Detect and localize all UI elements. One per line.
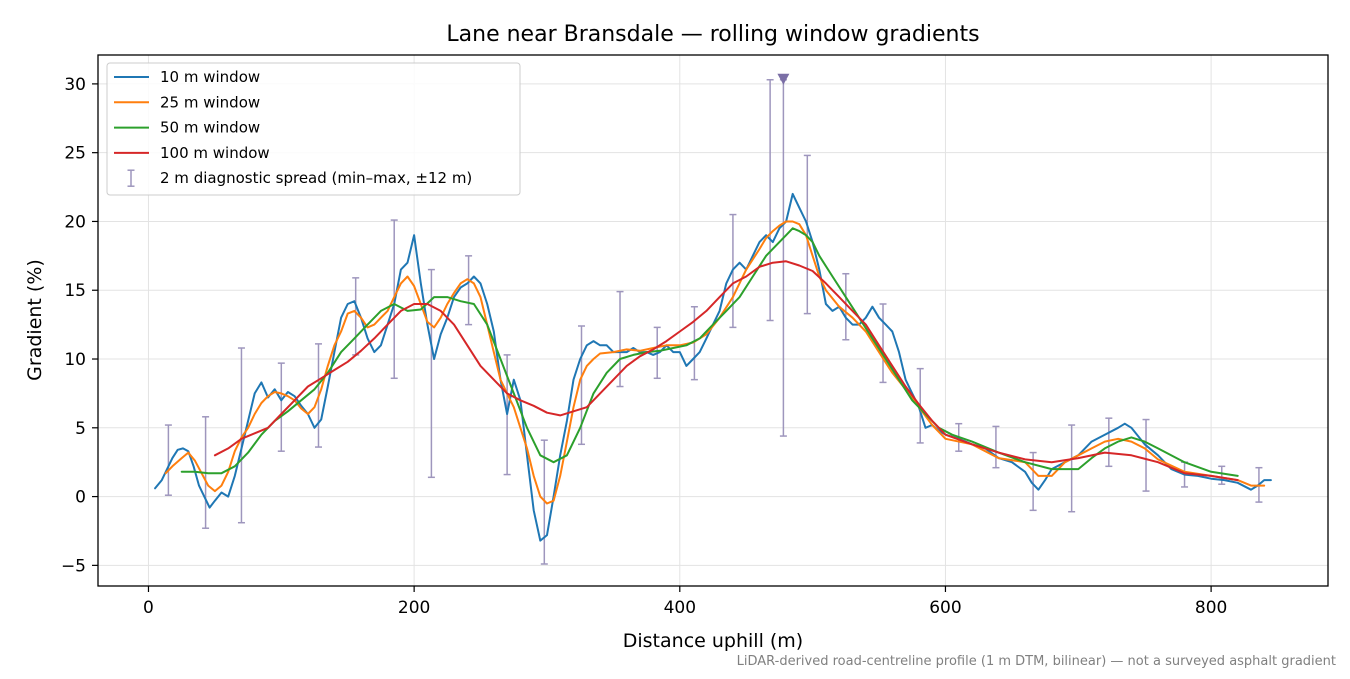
- y-tick-label: 10: [64, 350, 86, 370]
- x-tick-label: 400: [664, 598, 696, 618]
- diagnostic-spread-bar: [164, 424, 172, 496]
- legend-entry: 100 m window: [114, 144, 270, 162]
- grid-lines: [98, 55, 1328, 586]
- legend: 10 m window 25 m window 50 m window 100 m w…: [106, 62, 521, 196]
- diagnostic-spread-bar: [427, 268, 435, 479]
- y-tick-label: 0: [75, 488, 86, 508]
- diagnostic-spread-bar: [1142, 418, 1150, 492]
- y-tick-label: 15: [64, 281, 86, 301]
- diagnostic-spread-bar: [1105, 417, 1113, 468]
- diagnostic-spread-bar: [1029, 451, 1037, 512]
- peak-marker-layer: [777, 73, 790, 85]
- diagnostic-spread-bar: [465, 255, 473, 326]
- diagnostic-spread-bar: [842, 272, 850, 341]
- legend-label: 25 m window: [160, 93, 260, 111]
- series-line-4: [213, 260, 1239, 482]
- y-tick-label: −5: [61, 556, 86, 576]
- x-tick-label: 800: [1195, 598, 1227, 618]
- diagnostic-spread-bar: [992, 425, 1000, 469]
- plot-frame: [97, 54, 1329, 587]
- series-line-3: [180, 227, 1239, 477]
- legend-entry: 10 m window: [114, 68, 260, 86]
- y-axis-ticks: −5 0 5 10 15 20 25 30: [61, 75, 98, 576]
- legend-label: 50 m window: [160, 119, 260, 137]
- legend-label: 10 m window: [160, 68, 260, 86]
- diagnostic-spread-bar: [879, 303, 887, 384]
- series-lines: [154, 192, 1272, 542]
- legend-box: [106, 62, 521, 196]
- y-tick-label: 20: [64, 212, 86, 232]
- y-axis-label: Gradient (%): [24, 259, 46, 381]
- peak-marker: [777, 73, 790, 85]
- y-tick-label: 5: [75, 419, 86, 439]
- x-axis-label: Distance uphill (m): [623, 630, 803, 652]
- x-tick-label: 200: [398, 598, 430, 618]
- diagnostic-spread-bar: [690, 305, 698, 381]
- diagnostic-spread-bar: [616, 290, 624, 388]
- x-tick-label: 600: [929, 598, 961, 618]
- legend-label: 100 m window: [160, 144, 270, 162]
- y-tick-label: 30: [64, 75, 86, 95]
- x-tick-label: 0: [143, 598, 154, 618]
- diagnostic-spread-bar: [237, 347, 245, 524]
- diagnostic-spread-bar: [277, 362, 285, 452]
- diagnostic-error-bars: [164, 79, 1263, 565]
- legend-entry: 25 m window: [114, 93, 260, 111]
- footnote: LiDAR-derived road-centreline profile (1…: [737, 654, 1336, 669]
- diagnostic-spread-bar: [803, 154, 811, 315]
- legend-entry: 50 m window: [114, 119, 260, 137]
- legend-label: 2 m diagnostic spread (min–max, ±12 m): [160, 169, 472, 187]
- y-tick-label: 25: [64, 144, 86, 164]
- chart-title: Lane near Bransdale — rolling window gra…: [446, 22, 979, 47]
- diagnostic-spread-bar: [766, 79, 774, 322]
- diagnostic-spread-bar: [1218, 465, 1226, 485]
- x-axis-ticks: 0 200 400 600 800: [143, 586, 1227, 618]
- legend-entry: 2 m diagnostic spread (min–max, ±12 m): [127, 169, 472, 187]
